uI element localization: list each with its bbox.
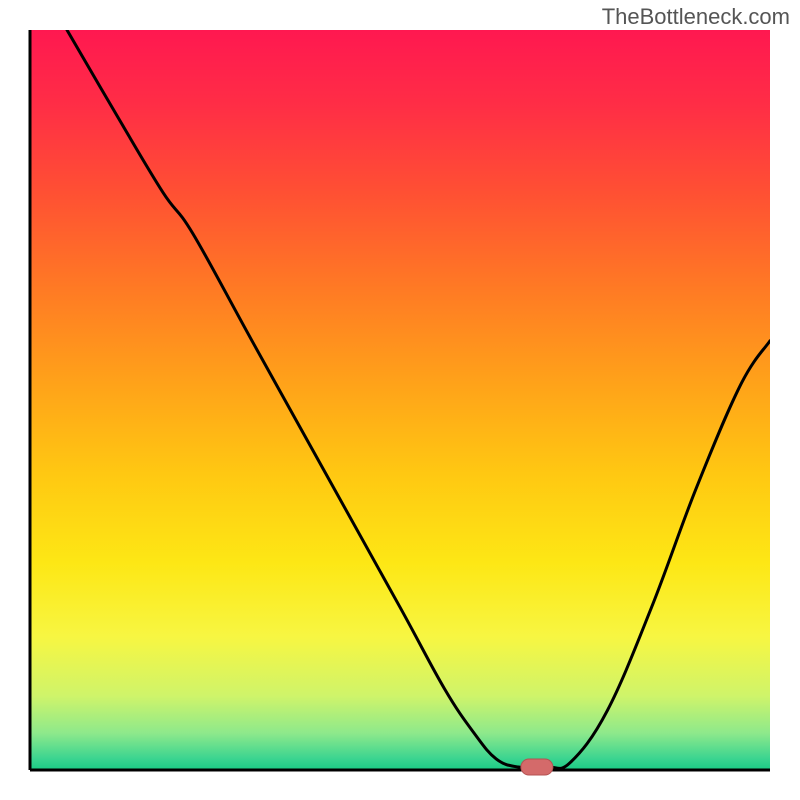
bottleneck-chart [0,0,800,800]
plot-background [30,30,770,770]
watermark-text: TheBottleneck.com [602,4,790,30]
optimal-point-marker [521,759,553,775]
chart-container: TheBottleneck.com [0,0,800,800]
